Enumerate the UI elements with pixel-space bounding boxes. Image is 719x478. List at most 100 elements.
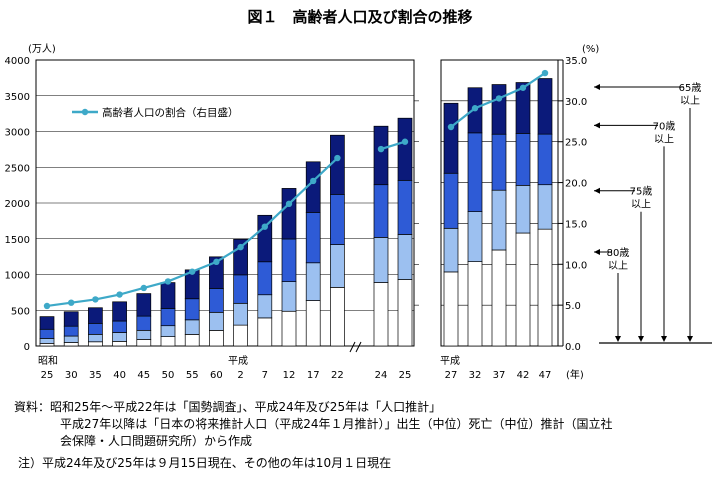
bar-segment-actual: [281, 188, 297, 240]
bar-segment-estimate: [373, 125, 389, 186]
age-arrowhead-down: [661, 336, 667, 342]
ratio-marker-projection: [495, 95, 503, 102]
bar-segment-estimate: [373, 237, 389, 283]
ratio-marker-actual: [116, 291, 123, 298]
bar-segment-actual: [39, 343, 55, 347]
bar-segment-actual: [136, 339, 152, 347]
bar-segment-actual: [305, 300, 321, 347]
ratio-marker-estimate: [377, 145, 385, 153]
bar-segment-actual: [209, 256, 224, 289]
x-tick-label: 40: [113, 370, 126, 381]
bar-segment-actual: [209, 330, 224, 347]
bar-segment-projection: [443, 172, 459, 229]
x-tick-label: 50: [162, 370, 175, 381]
bar-segment-estimate: [373, 184, 389, 238]
right-axis-tick-label: 35.0: [565, 56, 587, 67]
bar-segment-actual: [257, 214, 273, 263]
axis-break-mark: [349, 341, 362, 353]
bar-segment-actual: [233, 274, 248, 304]
right-axis-tick-label: 30.0: [565, 97, 587, 108]
x-tick-label: 17: [307, 370, 320, 381]
bar-segment-actual: [136, 293, 152, 317]
bar-segment-actual: [39, 328, 55, 339]
bar-segment-projection: [443, 271, 459, 347]
date-note: 注）平成24年及び25年は９月15日現在、その他の年は10月１日現在: [18, 456, 392, 470]
x-tick-label: 37: [493, 370, 506, 381]
bar-segment-actual: [160, 325, 176, 337]
bar-segment-actual: [39, 316, 55, 330]
right-axis-tick-label: 20.0: [565, 179, 587, 190]
source-note-line3: 会保障・人口問題研究所）から作成: [60, 434, 253, 448]
x-tick-label: 55: [186, 370, 199, 381]
ratio-line-estimate: [380, 140, 406, 151]
bar-segment-projection: [443, 227, 459, 273]
x-tick-label: 30: [65, 370, 78, 381]
bar-segment-projection: [467, 261, 483, 347]
ratio-marker-actual: [140, 284, 147, 292]
bar-segment-actual: [281, 238, 297, 282]
x-tick-label: 25: [41, 370, 54, 381]
bar-segment-actual: [88, 333, 103, 343]
ratio-marker-actual: [237, 243, 244, 251]
bar-segment-actual: [63, 311, 79, 327]
left-axis-tick-label: 1000: [5, 271, 30, 282]
x-tick-label: 12: [283, 370, 296, 381]
legend-label: 高齢者人口の割合（右目盛）: [102, 106, 239, 119]
bar-segment-projection: [491, 133, 507, 191]
bar-segment-projection: [515, 184, 531, 234]
era-label-heisei-projection: 平成: [440, 355, 460, 367]
source-note-line2: 平成27年以降は「日本の将来推計人口（平成24年１月推計）」出生（中位）死亡（中…: [60, 417, 613, 431]
ratio-marker-actual: [68, 299, 75, 306]
bar-segment-actual: [160, 336, 176, 347]
bar-segment-actual: [233, 324, 248, 347]
bar-segment-actual: [257, 261, 273, 296]
bar-segment-projection: [491, 249, 507, 347]
bar-segment-estimate: [397, 179, 413, 235]
age-arrowhead-down: [615, 336, 621, 342]
era-label-heisei: 平成: [228, 355, 248, 367]
bar-segment-actual: [184, 334, 200, 347]
age-label-text: 以上: [631, 199, 651, 211]
left-axis-tick-label: 1500: [5, 235, 30, 246]
right-axis-tick-label: 10.0: [565, 260, 587, 271]
bar-segment-actual: [112, 301, 127, 322]
bar-segment-actual: [112, 332, 127, 342]
x-tick-label: 45: [137, 370, 150, 381]
legend-marker-sample: [81, 108, 89, 116]
bar-segment-actual: [39, 338, 55, 344]
bar-segment-actual: [257, 317, 273, 347]
era-label-showa: 昭和: [38, 355, 58, 367]
left-axis-tick-label: 2500: [5, 163, 30, 174]
bar-segment-actual: [136, 329, 152, 340]
bar-segment-actual: [233, 302, 248, 326]
source-note-line1: 資料：昭和25年～平成22年は「国勢調査」、平成24年及び25年は「人口推計」: [14, 400, 442, 414]
age-arrowhead-down: [638, 336, 644, 342]
bar-segment-projection: [515, 232, 531, 347]
bar-segment-actual: [305, 161, 321, 213]
x-tick-label: 42: [517, 370, 530, 381]
bar-segment-actual: [88, 322, 103, 335]
left-axis-unit: (万人): [28, 43, 56, 55]
ratio-marker-projection: [541, 69, 549, 77]
bar-segment-projection: [537, 78, 553, 135]
ratio-marker-actual: [92, 296, 99, 303]
age-label-text: 以上: [608, 260, 628, 272]
left-axis-tick-label: 4000: [5, 56, 30, 67]
bar-segment-actual: [305, 262, 321, 301]
left-axis-tick-label: 500: [11, 306, 30, 317]
bar-segment-actual: [281, 310, 297, 347]
left-axis-tick-label: 0: [24, 342, 30, 353]
x-axis-unit: (年): [566, 368, 584, 381]
age-label-text: 以上: [654, 133, 674, 145]
x-tick-label: 2: [237, 370, 243, 381]
age-label-text: 70歳: [653, 120, 676, 132]
age-label-text: 以上: [680, 95, 700, 107]
bar-segment-actual: [112, 320, 127, 333]
bar-segment-actual: [184, 319, 200, 335]
right-axis-tick-label: 5.0: [565, 301, 581, 312]
x-tick-label: 24: [375, 370, 388, 381]
bar-segment-actual: [63, 335, 79, 343]
ratio-marker-actual: [310, 177, 317, 185]
population-chart: 図１ 高齢者人口及び割合の推移 (万人) 0 500 1000 1500 2000 2500 3…: [5, 8, 712, 381]
bar-segment-projection: [515, 133, 531, 186]
